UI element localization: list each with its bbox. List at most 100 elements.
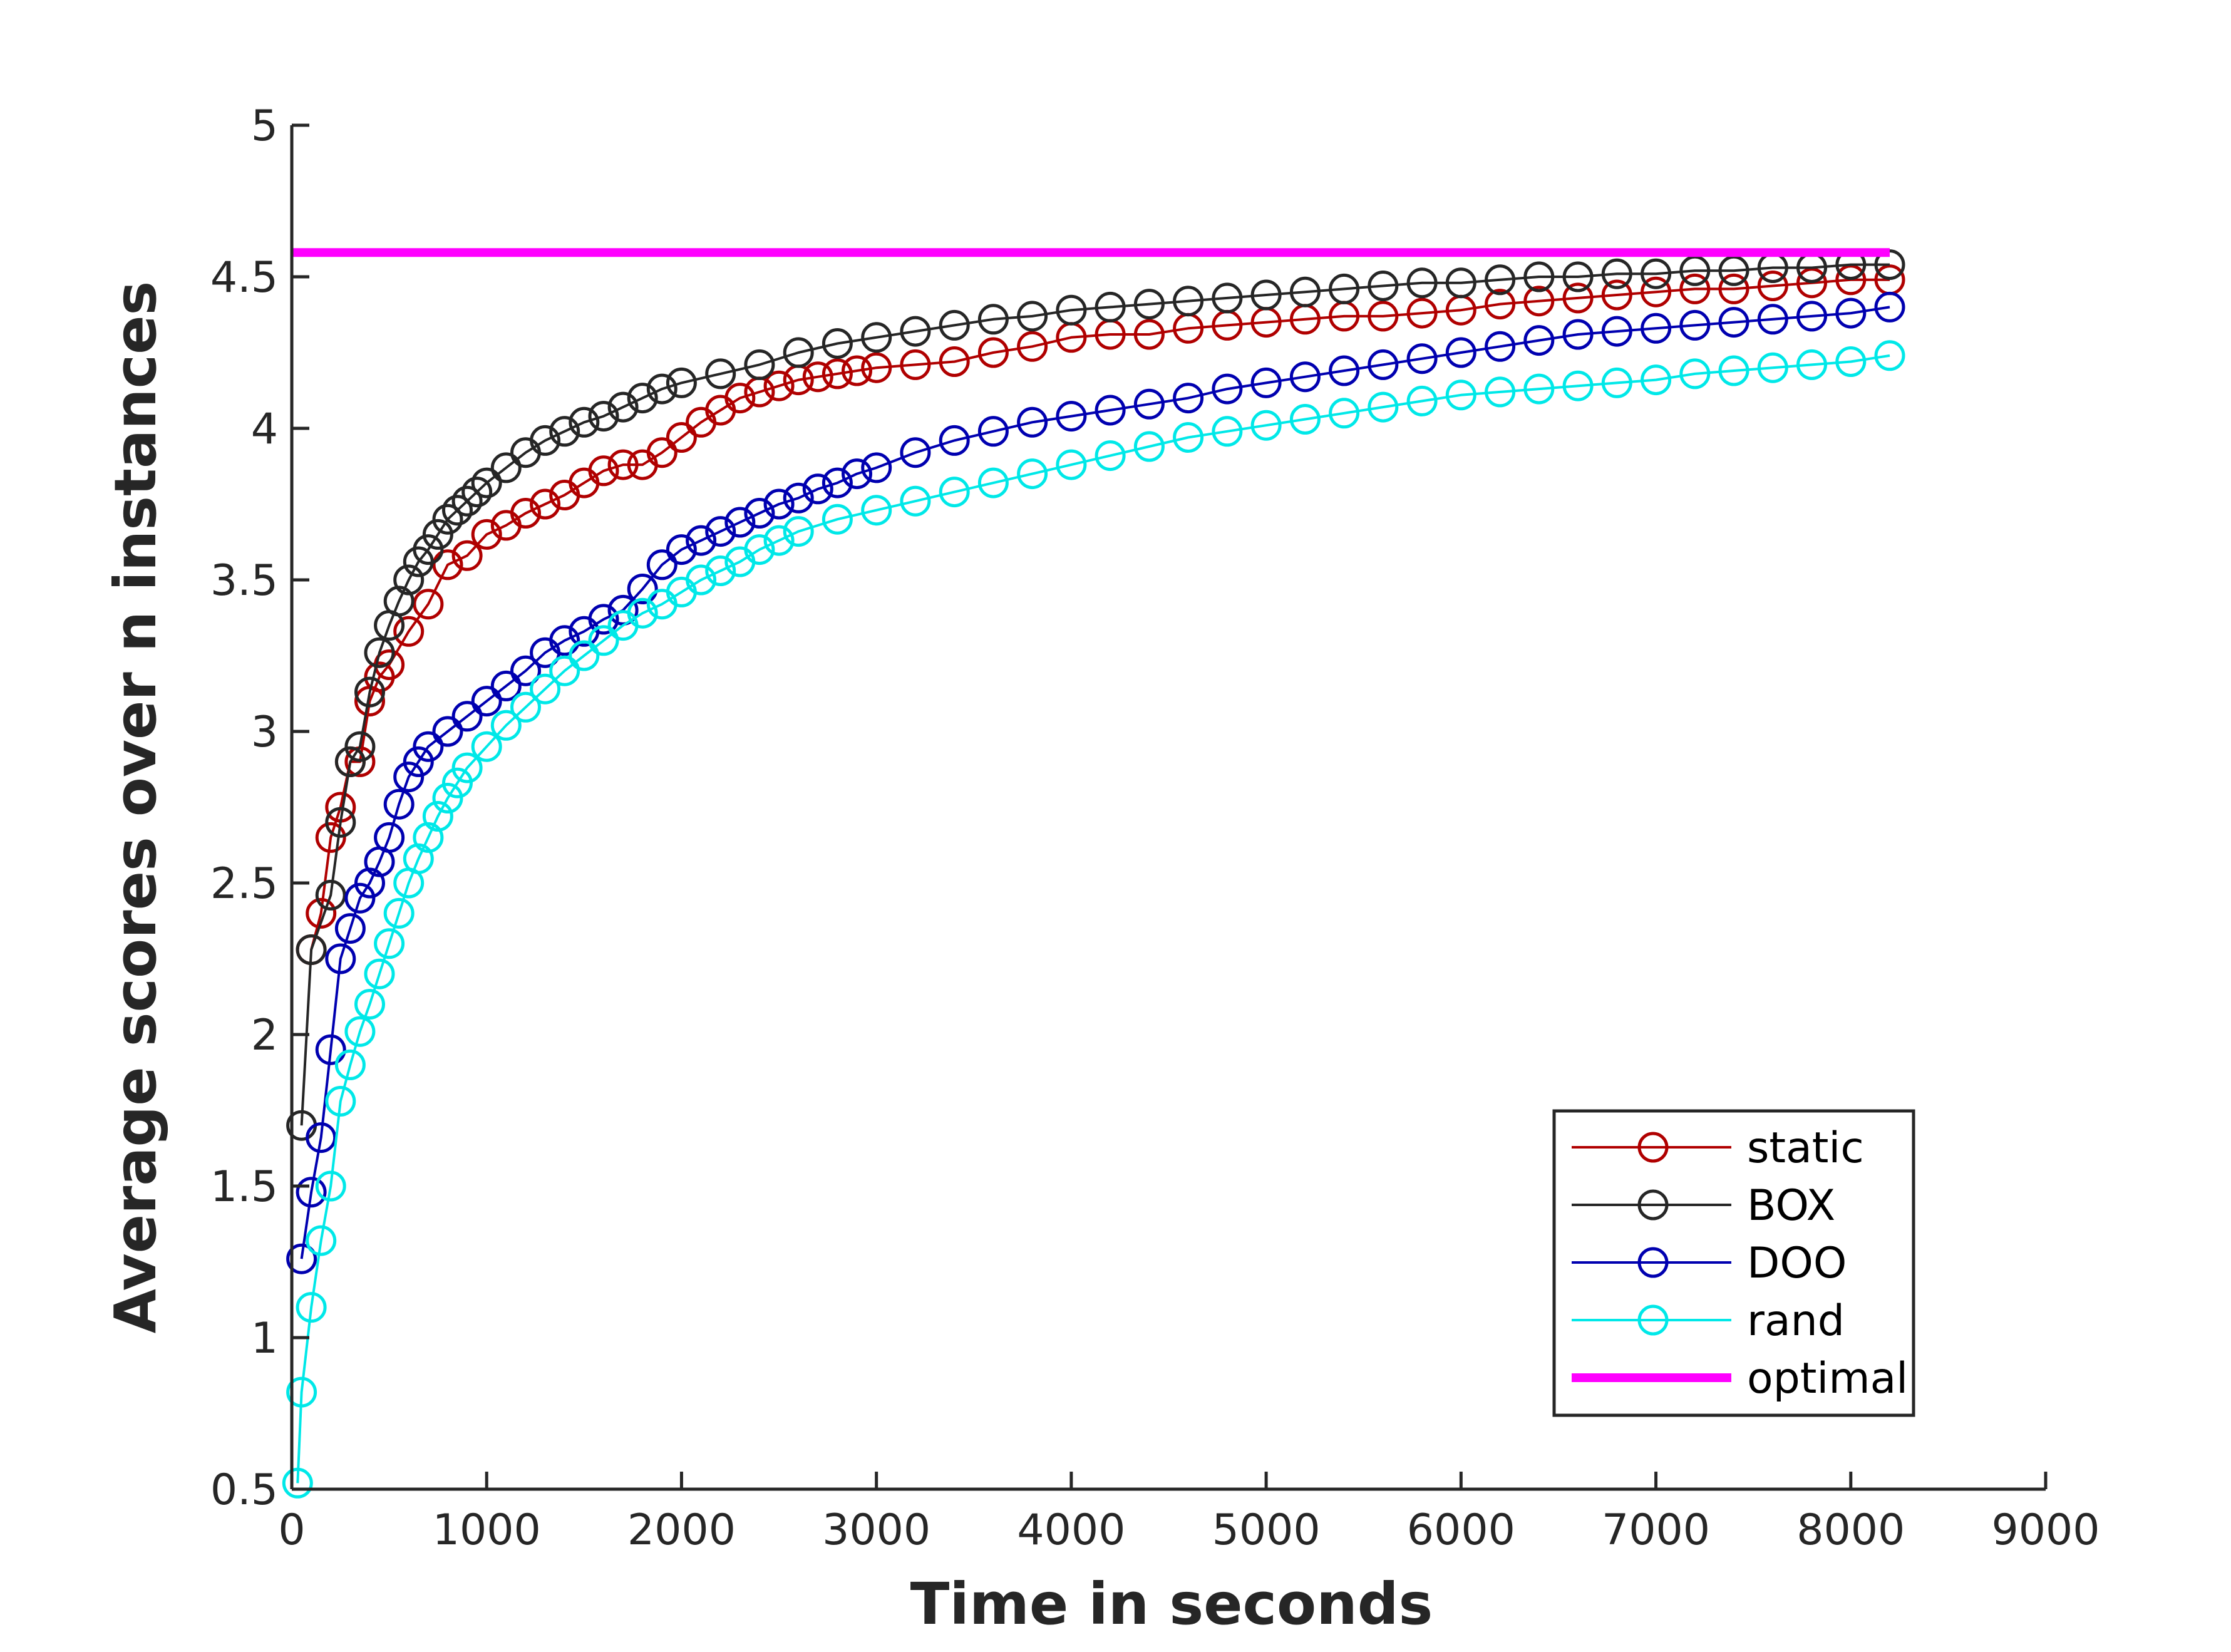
data-point-static — [1796, 267, 1827, 299]
data-point-DOO — [334, 913, 366, 944]
legend-label: DOO — [1747, 1239, 1847, 1288]
x-tick-label: 8000 — [1796, 1505, 1905, 1555]
x-tick-label: 1000 — [433, 1505, 541, 1555]
data-point-BOX — [588, 401, 619, 432]
data-point-DOO — [744, 498, 775, 529]
data-point-DOO — [977, 416, 1009, 447]
data-point-BOX — [1289, 276, 1321, 307]
data-point-BOX — [646, 373, 678, 405]
data-point-DOO — [1757, 304, 1788, 335]
ticks: 0 1000 2000 3000 4000 5000 6000 7000 8000 9000 0.5… — [210, 101, 2100, 1555]
data-point-DOO — [763, 488, 795, 520]
data-point-static — [510, 498, 541, 529]
y-tick-label: 2 — [251, 1011, 278, 1060]
data-point-BOX — [296, 934, 327, 965]
data-point-BOX — [1485, 264, 1516, 296]
data-point-rand — [744, 534, 775, 565]
legend-label: BOX — [1747, 1181, 1835, 1231]
data-point-DOO — [393, 761, 425, 793]
data-point-BOX — [783, 337, 814, 368]
data-point-BOX — [1523, 261, 1555, 292]
data-point-static — [939, 346, 970, 377]
data-point-BOX — [1406, 267, 1438, 299]
data-point-BOX — [461, 477, 493, 508]
y-tick-label: 0.5 — [210, 1465, 278, 1515]
data-point-static — [1679, 273, 1711, 304]
data-point-BOX — [1641, 258, 1672, 289]
data-point-BOX — [432, 503, 463, 535]
data-point-BOX — [1095, 291, 1126, 323]
data-point-static — [1562, 282, 1594, 314]
data-point-BOX — [1212, 282, 1243, 314]
data-point-DOO — [432, 716, 463, 747]
data-point-BOX — [334, 746, 366, 777]
data-point-rand — [374, 928, 405, 959]
data-point-DOO — [1250, 367, 1282, 398]
y-axis-title: Average scores over n instances — [102, 281, 169, 1334]
data-point-rand — [442, 767, 473, 798]
data-point-static — [1485, 289, 1516, 320]
data-point-rand — [286, 1376, 317, 1408]
data-point-rand — [861, 495, 892, 526]
legend-label: optimal — [1747, 1354, 1908, 1403]
data-point-static — [588, 455, 619, 487]
data-point-BOX — [1250, 279, 1282, 311]
axes — [290, 125, 2046, 1491]
data-point-BOX — [1562, 261, 1594, 292]
data-point-BOX — [315, 879, 346, 911]
data-point-rand — [763, 525, 795, 556]
data-point-DOO — [315, 1034, 346, 1065]
y-tick-label: 2.5 — [210, 859, 278, 909]
data-point-DOO — [1796, 301, 1827, 332]
data-point-static — [1406, 297, 1438, 329]
data-point-DOO — [861, 452, 892, 483]
data-point-rand — [1212, 416, 1243, 447]
data-point-DOO — [403, 746, 434, 777]
legend-item-optimal: optimal — [1572, 1354, 1908, 1403]
data-point-BOX — [1601, 258, 1632, 289]
data-point-static — [1017, 331, 1048, 362]
data-point-DOO — [705, 516, 736, 547]
data-point-rand — [383, 897, 415, 929]
series-rand — [282, 340, 1905, 1499]
data-point-rand — [1173, 422, 1204, 453]
legend-item-rand: rand — [1572, 1296, 1845, 1346]
data-point-static — [861, 352, 892, 383]
data-point-DOO — [451, 701, 483, 732]
data-point-rand — [977, 467, 1009, 498]
data-point-DOO — [490, 670, 522, 701]
data-point-static — [471, 519, 502, 550]
data-point-BOX — [422, 519, 453, 550]
x-tick-label: 5000 — [1212, 1505, 1321, 1555]
data-point-BOX — [977, 304, 1009, 335]
data-point-rand — [490, 710, 522, 741]
y-tick-label: 3.5 — [210, 556, 278, 606]
data-point-BOX — [1017, 301, 1048, 332]
data-point-static — [530, 488, 561, 520]
data-point-rand — [1445, 379, 1476, 411]
series-line-rand — [296, 354, 1890, 1484]
data-point-DOO — [842, 458, 872, 490]
data-point-BOX — [549, 416, 580, 447]
data-point-BOX — [1368, 271, 1399, 301]
data-point-static — [1757, 271, 1788, 301]
data-point-rand — [588, 625, 619, 656]
data-point-BOX — [607, 391, 639, 423]
data-point-static — [306, 897, 337, 929]
legend-marker — [1637, 1132, 1669, 1163]
data-point-static — [977, 337, 1009, 368]
data-point-BOX — [530, 425, 561, 456]
data-point-rand — [510, 691, 541, 723]
data-point-static — [802, 361, 833, 393]
series-line-BOX — [300, 263, 1890, 1126]
data-point-rand — [1406, 385, 1438, 416]
data-point-rand — [1485, 376, 1516, 408]
series-line-static — [310, 278, 1890, 951]
data-point-static — [900, 349, 931, 380]
x-tick-label: 6000 — [1407, 1505, 1515, 1555]
data-point-rand — [471, 731, 502, 762]
data-point-BOX — [822, 328, 853, 359]
data-point-BOX — [900, 316, 931, 347]
data-point-DOO — [1874, 291, 1905, 323]
